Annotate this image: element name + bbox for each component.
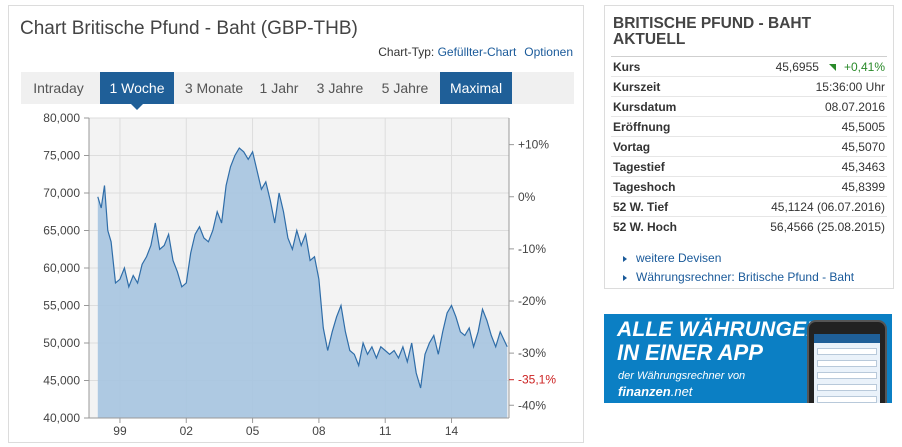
table-row: Kursdatum 08.07.2016 — [611, 96, 887, 117]
chart-type-bar: Chart-Typ: Gefüllter-Chart Optionen — [378, 45, 573, 59]
row-value: 45,8399 — [841, 179, 885, 194]
tab-5-jahre[interactable]: 5 Jahre — [381, 80, 429, 96]
row-label: Tagestief — [613, 159, 665, 174]
app-ad-banner[interactable]: ALLE WÄHRUNGEN IN EINER APP der Währungs… — [604, 314, 892, 403]
table-row: Tagestief 45,3463 — [611, 156, 887, 177]
row-value: 45,5005 — [841, 119, 885, 134]
phone-icon — [807, 320, 887, 403]
ad-subline: der Währungsrechner von — [618, 370, 746, 382]
row-label: Kurszeit — [613, 79, 661, 94]
ad-brand-name: finanzen — [618, 384, 671, 399]
price-line — [97, 147, 508, 389]
ad-headline-1: ALLE WÄHRUNGEN — [617, 318, 822, 341]
chart-type-label: Chart-Typ: — [378, 45, 435, 59]
right-tick-label: -10% — [518, 242, 546, 256]
related-links: weitere Devisen Währungsrechner: Britisc… — [623, 249, 854, 287]
row-value: 15:36:00 Uhr — [815, 79, 885, 94]
x-tick-label: 99 — [113, 424, 127, 438]
table-row: Kurszeit 15:36:00 Uhr — [611, 76, 887, 97]
tab-1-jahr[interactable]: 1 Jahr — [259, 80, 299, 96]
y-tick-label: 70,000 — [43, 186, 80, 200]
row-value: 56,4566 (25.08.2015) — [770, 219, 885, 234]
kurs-value-cell: 45,6955 +0,41% — [712, 57, 888, 77]
right-tick-label: -40% — [518, 398, 546, 412]
chart-type-link[interactable]: Gefüllter-Chart — [437, 45, 517, 59]
row-value: 45,3463 — [841, 159, 885, 174]
area-fill — [97, 148, 508, 418]
x-tick-label: 05 — [246, 424, 260, 438]
y-tick-label: 40,000 — [43, 411, 80, 425]
options-link[interactable]: Optionen — [524, 45, 573, 59]
tab-3-jahre[interactable]: 3 Jahre — [316, 80, 364, 96]
phone-row — [817, 384, 877, 391]
kurs-value: 45,6955 — [775, 59, 819, 74]
tab-intraday[interactable]: Intraday — [33, 80, 84, 96]
phone-screen — [814, 334, 880, 403]
ad-brand: finanzen.net — [618, 384, 692, 399]
chart-panel: Chart Britische Pfund - Baht (GBP-THB) C… — [8, 5, 584, 443]
y-tick-label: 65,000 — [43, 224, 80, 238]
current-change-label: -35,1% — [518, 373, 556, 387]
x-tick-label: 14 — [445, 424, 459, 438]
phone-row — [817, 396, 877, 403]
percent-axis: +10% 0% -10% -20% -30% -40% -35,1% — [508, 118, 556, 418]
row-label: Vortag — [613, 139, 651, 154]
table-row: Kurs 45,6955 +0,41% — [611, 56, 888, 77]
right-tick-label: +10% — [518, 138, 549, 152]
y-tick-label: 55,000 — [43, 299, 80, 313]
row-value: 45,5070 — [841, 139, 885, 154]
row-label: Eröffnung — [613, 119, 671, 134]
phone-row — [817, 360, 877, 367]
chart-title: Chart Britische Pfund - Baht (GBP-THB) — [20, 18, 358, 39]
quote-panel: BRITISCHE PFUND - BAHT AKTUELL Kurs 45,6… — [604, 5, 894, 289]
weitere-devisen-link[interactable]: weitere Devisen — [636, 251, 722, 265]
phone-row — [817, 348, 877, 355]
row-label: Tageshoch — [613, 179, 676, 194]
tab-3-monate[interactable]: 3 Monate — [184, 80, 244, 96]
right-tick-label: 0% — [518, 190, 536, 204]
y-tick-label: 75,000 — [43, 149, 80, 163]
table-row: Tageshoch 45,8399 — [611, 176, 887, 197]
y-tick-label: 45,000 — [43, 374, 80, 388]
ad-headline-2: IN EINER APP — [617, 340, 763, 365]
table-row: Eröffnung 45,5005 — [611, 116, 887, 137]
phone-row — [817, 372, 877, 379]
list-item: weitere Devisen — [623, 249, 854, 268]
list-item: Währungsrechner: Britische Pfund - Baht — [623, 268, 854, 287]
x-axis: 99 02 05 08 11 14 — [89, 417, 509, 438]
kurs-change: +0,41% — [843, 59, 885, 74]
y-tick-label: 50,000 — [43, 336, 80, 350]
table-row: 52 W. Hoch 56,4566 (25.08.2015) — [611, 216, 887, 237]
y-tick-label: 60,000 — [43, 261, 80, 275]
right-tick-label: -30% — [518, 346, 546, 360]
row-label: Kurs — [613, 59, 641, 74]
y-axis: 80,000 75,000 70,000 65,000 60,000 55,000 50,0… — [43, 111, 90, 425]
price-chart: 80,000 75,000 70,000 65,000 60,000 55,000 50,0… — [43, 111, 556, 438]
x-tick-label: 08 — [312, 424, 326, 438]
arrow-right-icon — [623, 255, 627, 262]
waehrungsrechner-link[interactable]: Währungsrechner: Britische Pfund - Baht — [636, 270, 855, 284]
phone-app-bar — [814, 334, 880, 343]
trend-down-right-icon — [828, 63, 836, 71]
tab-maximal[interactable]: Maximal — [440, 72, 512, 104]
timeframe-tabs: Intraday 1 Woche 3 Monate 1 Jahr 3 Jahre… — [21, 72, 574, 110]
table-row: 52 W. Tief 45,1124 (06.07.2016) — [611, 196, 887, 217]
y-tick-label: 80,000 — [43, 111, 80, 125]
x-tick-label: 02 — [180, 424, 194, 438]
table-row: Vortag 45,5070 — [611, 136, 887, 157]
row-value: 08.07.2016 — [824, 99, 885, 114]
row-label: Kursdatum — [613, 99, 677, 114]
row-value: 45,1124 (06.07.2016) — [771, 199, 885, 214]
row-label: 52 W. Tief — [613, 199, 669, 214]
x-tick-label: 11 — [379, 424, 392, 438]
quote-title: BRITISCHE PFUND - BAHT AKTUELL — [613, 15, 812, 48]
quote-table: Kurs 45,6955 +0,41% Kurszeit 15:36:00 Uhr … — [611, 56, 887, 237]
right-tick-label: -20% — [518, 294, 546, 308]
ad-brand-suffix: .net — [670, 384, 693, 399]
row-label: 52 W. Hoch — [613, 219, 678, 234]
arrow-right-icon — [623, 274, 627, 281]
tab-1-woche[interactable]: 1 Woche — [100, 72, 174, 110]
